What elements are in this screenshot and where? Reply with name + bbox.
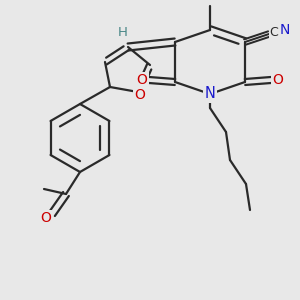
Text: C: C (270, 26, 278, 40)
Text: N: N (205, 86, 215, 101)
Text: O: O (273, 73, 283, 87)
Text: H: H (118, 26, 128, 40)
Text: O: O (135, 88, 146, 102)
Text: O: O (136, 73, 147, 87)
Text: O: O (40, 211, 51, 225)
Text: N: N (280, 23, 290, 37)
